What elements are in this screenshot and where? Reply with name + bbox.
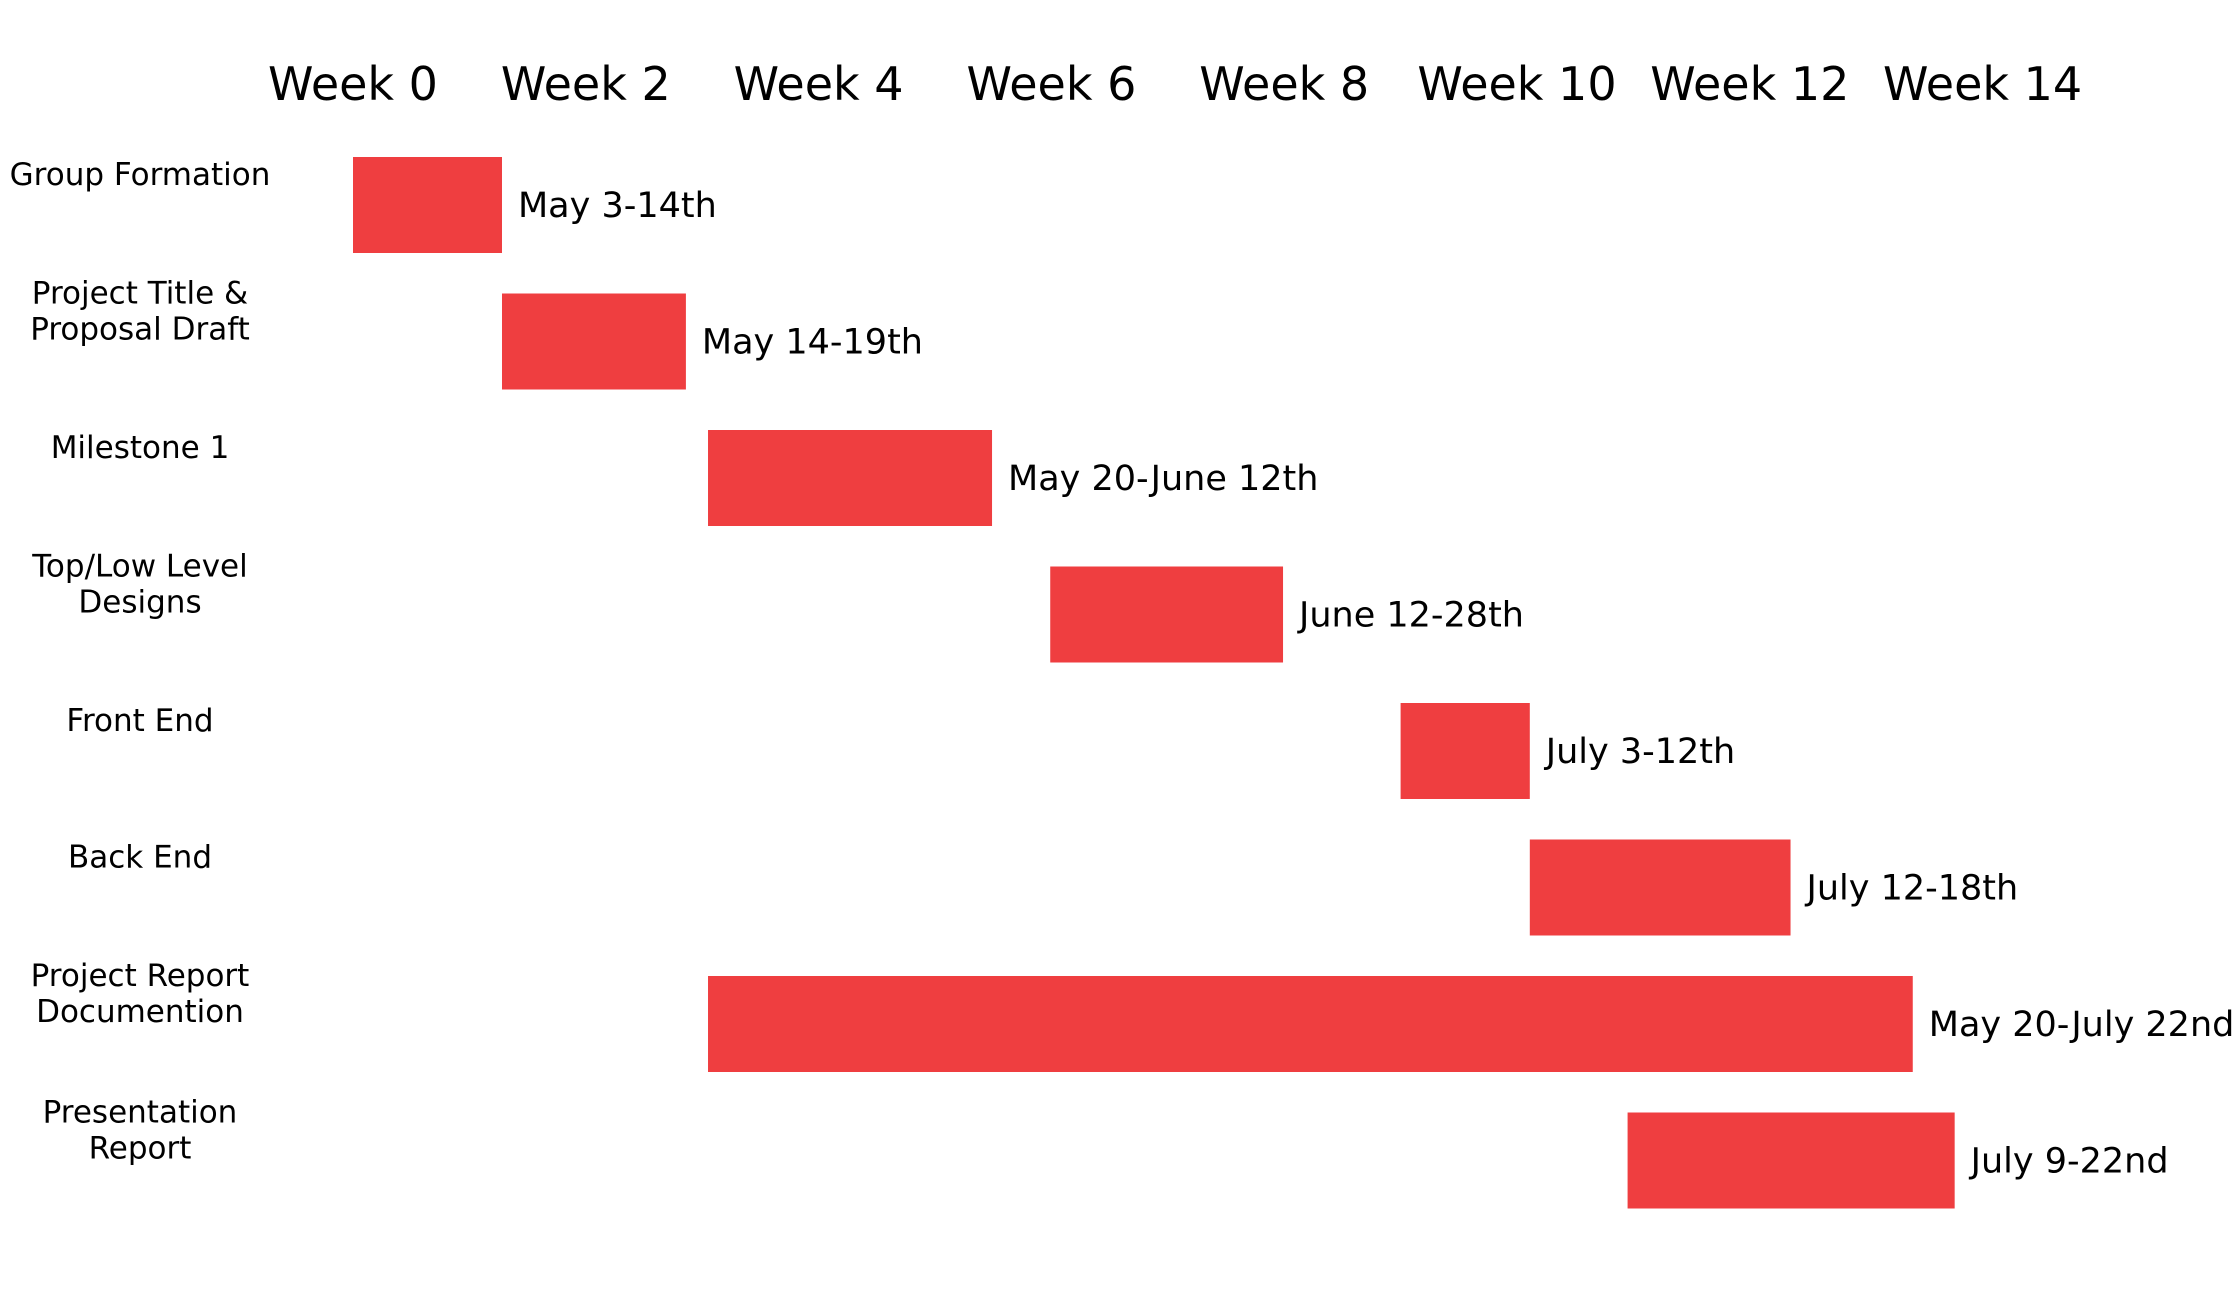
week-tick-label: Week 2 <box>501 57 671 111</box>
task-bar <box>1050 566 1284 663</box>
task-date-label: May 20-July 22nd <box>1929 1005 2235 1045</box>
task-name-line: Top/Low Level <box>31 549 248 585</box>
task-date-label: May 14-19th <box>702 323 923 363</box>
task-name-line: Proposal Draft <box>30 312 250 348</box>
task-name-label: Top/Low Level Designs <box>31 549 248 621</box>
task-bar <box>1529 839 1791 936</box>
task-bar <box>353 157 502 253</box>
bar-date-labels: May 3-14th May 14-19th May 20-June 12th Jun… <box>518 186 2234 1182</box>
task-labels: Group Formation Project Title & Proposal D… <box>10 157 271 1167</box>
task-name-line: Project Title & <box>32 276 248 312</box>
task-name-line: Milestone 1 <box>51 430 230 466</box>
task-name-line: Back End <box>68 840 212 876</box>
task-date-label: July 9-22nd <box>1969 1142 2169 1182</box>
task-name-label: Presentation Report <box>43 1095 238 1167</box>
task-bar <box>501 293 686 390</box>
task-bars <box>353 157 1955 1209</box>
task-name-label: Back End <box>68 840 212 876</box>
task-date-label: June 12-28th <box>1297 596 1524 636</box>
week-tick-label: Week 8 <box>1199 57 1369 111</box>
task-name-line: Project Report <box>31 958 250 994</box>
task-name-line: Group Formation <box>10 157 271 193</box>
task-date-label: May 20-June 12th <box>1008 459 1318 499</box>
task-bar <box>1400 703 1530 799</box>
task-name-label: Group Formation <box>10 157 271 193</box>
task-name-line: Presentation <box>43 1095 238 1131</box>
task-name-line: Documention <box>36 994 244 1030</box>
week-tick-label: Week 0 <box>268 57 438 111</box>
task-name-label: Project Report Documention <box>31 958 250 1030</box>
week-tick-label: Week 4 <box>734 57 904 111</box>
week-tick-label: Week 6 <box>966 57 1136 111</box>
task-name-line: Designs <box>78 585 201 621</box>
task-name-label: Project Title & Proposal Draft <box>30 276 250 348</box>
task-date-label: July 3-12th <box>1544 732 1735 772</box>
task-name-line: Front End <box>66 703 213 739</box>
task-bar <box>708 976 1913 1072</box>
week-tick-label: Week 12 <box>1650 57 1849 111</box>
task-name-label: Front End <box>66 703 213 739</box>
task-bar <box>708 430 993 526</box>
task-name-label: Milestone 1 <box>51 430 230 466</box>
task-date-label: May 3-14th <box>518 186 717 226</box>
week-axis: Week 0 Week 2 Week 4 Week 6 Week 8 Week 10 Wee… <box>268 57 2082 111</box>
week-tick-label: Week 10 <box>1417 57 1616 111</box>
task-date-label: July 12-18th <box>1805 869 2019 909</box>
task-name-line: Report <box>89 1131 192 1167</box>
week-tick-label: Week 14 <box>1883 57 2082 111</box>
task-bar <box>1627 1112 1955 1209</box>
